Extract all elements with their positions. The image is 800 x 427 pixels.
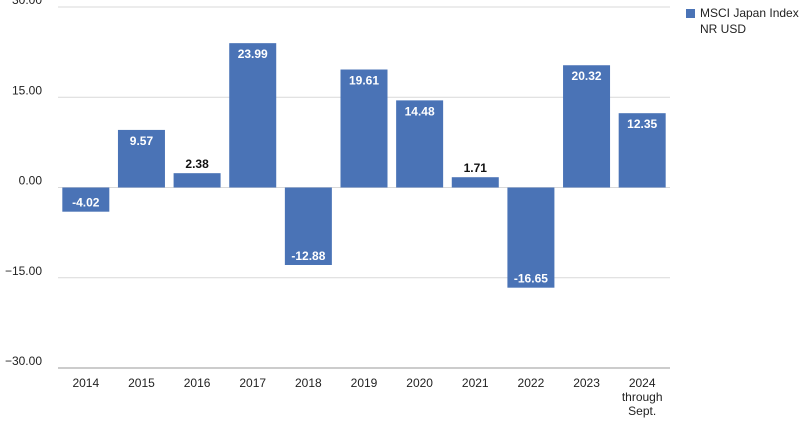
x-tick-label: 2021 (462, 376, 489, 390)
x-tick-label: 2017 (239, 376, 266, 390)
legend-label: MSCI Japan Index NR USD (700, 6, 799, 36)
data-label: -12.88 (291, 249, 325, 263)
bar (618, 113, 666, 188)
legend-swatch (686, 9, 695, 18)
bar (563, 65, 611, 188)
y-tick-label: 0.00 (19, 174, 43, 188)
x-tick-label: 2020 (406, 376, 433, 390)
data-label: -4.02 (72, 196, 100, 210)
data-label: -16.65 (514, 272, 548, 286)
data-label: 12.35 (627, 117, 657, 131)
bar (117, 129, 165, 188)
bar (396, 100, 444, 188)
data-label: 20.32 (572, 69, 602, 83)
bars (62, 43, 666, 288)
y-axis-ticks: 30.00 15.00 0.00 −15.00 −30.00 (5, 0, 42, 368)
legend: MSCI Japan Index NR USD (686, 5, 800, 37)
data-label: 14.48 (405, 104, 435, 118)
x-tick-label: 2016 (184, 376, 211, 390)
y-tick-label: −15.00 (5, 264, 42, 278)
data-label: 1.71 (464, 161, 488, 175)
x-tick-label: 2023 (573, 376, 600, 390)
bar (340, 69, 388, 188)
x-tick-label: 2015 (128, 376, 155, 390)
data-label: 23.99 (238, 47, 268, 61)
x-tick-label: 2018 (295, 376, 322, 390)
bar (507, 187, 555, 288)
x-axis-ticks: 2014 2015 2016 2017 2018 2019 2020 2021 2022 2023… (72, 376, 662, 418)
data-label: 2.38 (185, 157, 209, 171)
data-label: 9.57 (130, 134, 154, 148)
bar (284, 187, 332, 265)
x-tick-label: 2024 through Sept. (622, 376, 663, 418)
data-labels: -4.02 9.57 2.38 23.99 -12.88 19.61 14.48 1.71 -1… (72, 47, 657, 286)
bar (451, 177, 499, 188)
x-tick-label: 2019 (351, 376, 378, 390)
y-tick-label: −30.00 (5, 354, 42, 368)
y-tick-label: 30.00 (12, 0, 42, 7)
y-tick-label: 15.00 (12, 83, 42, 97)
x-tick-label: 2022 (518, 376, 545, 390)
bar (229, 43, 277, 188)
bar (173, 173, 221, 188)
bar (62, 187, 110, 212)
x-tick-label: 2014 (72, 376, 99, 390)
data-label: 19.61 (349, 74, 379, 88)
